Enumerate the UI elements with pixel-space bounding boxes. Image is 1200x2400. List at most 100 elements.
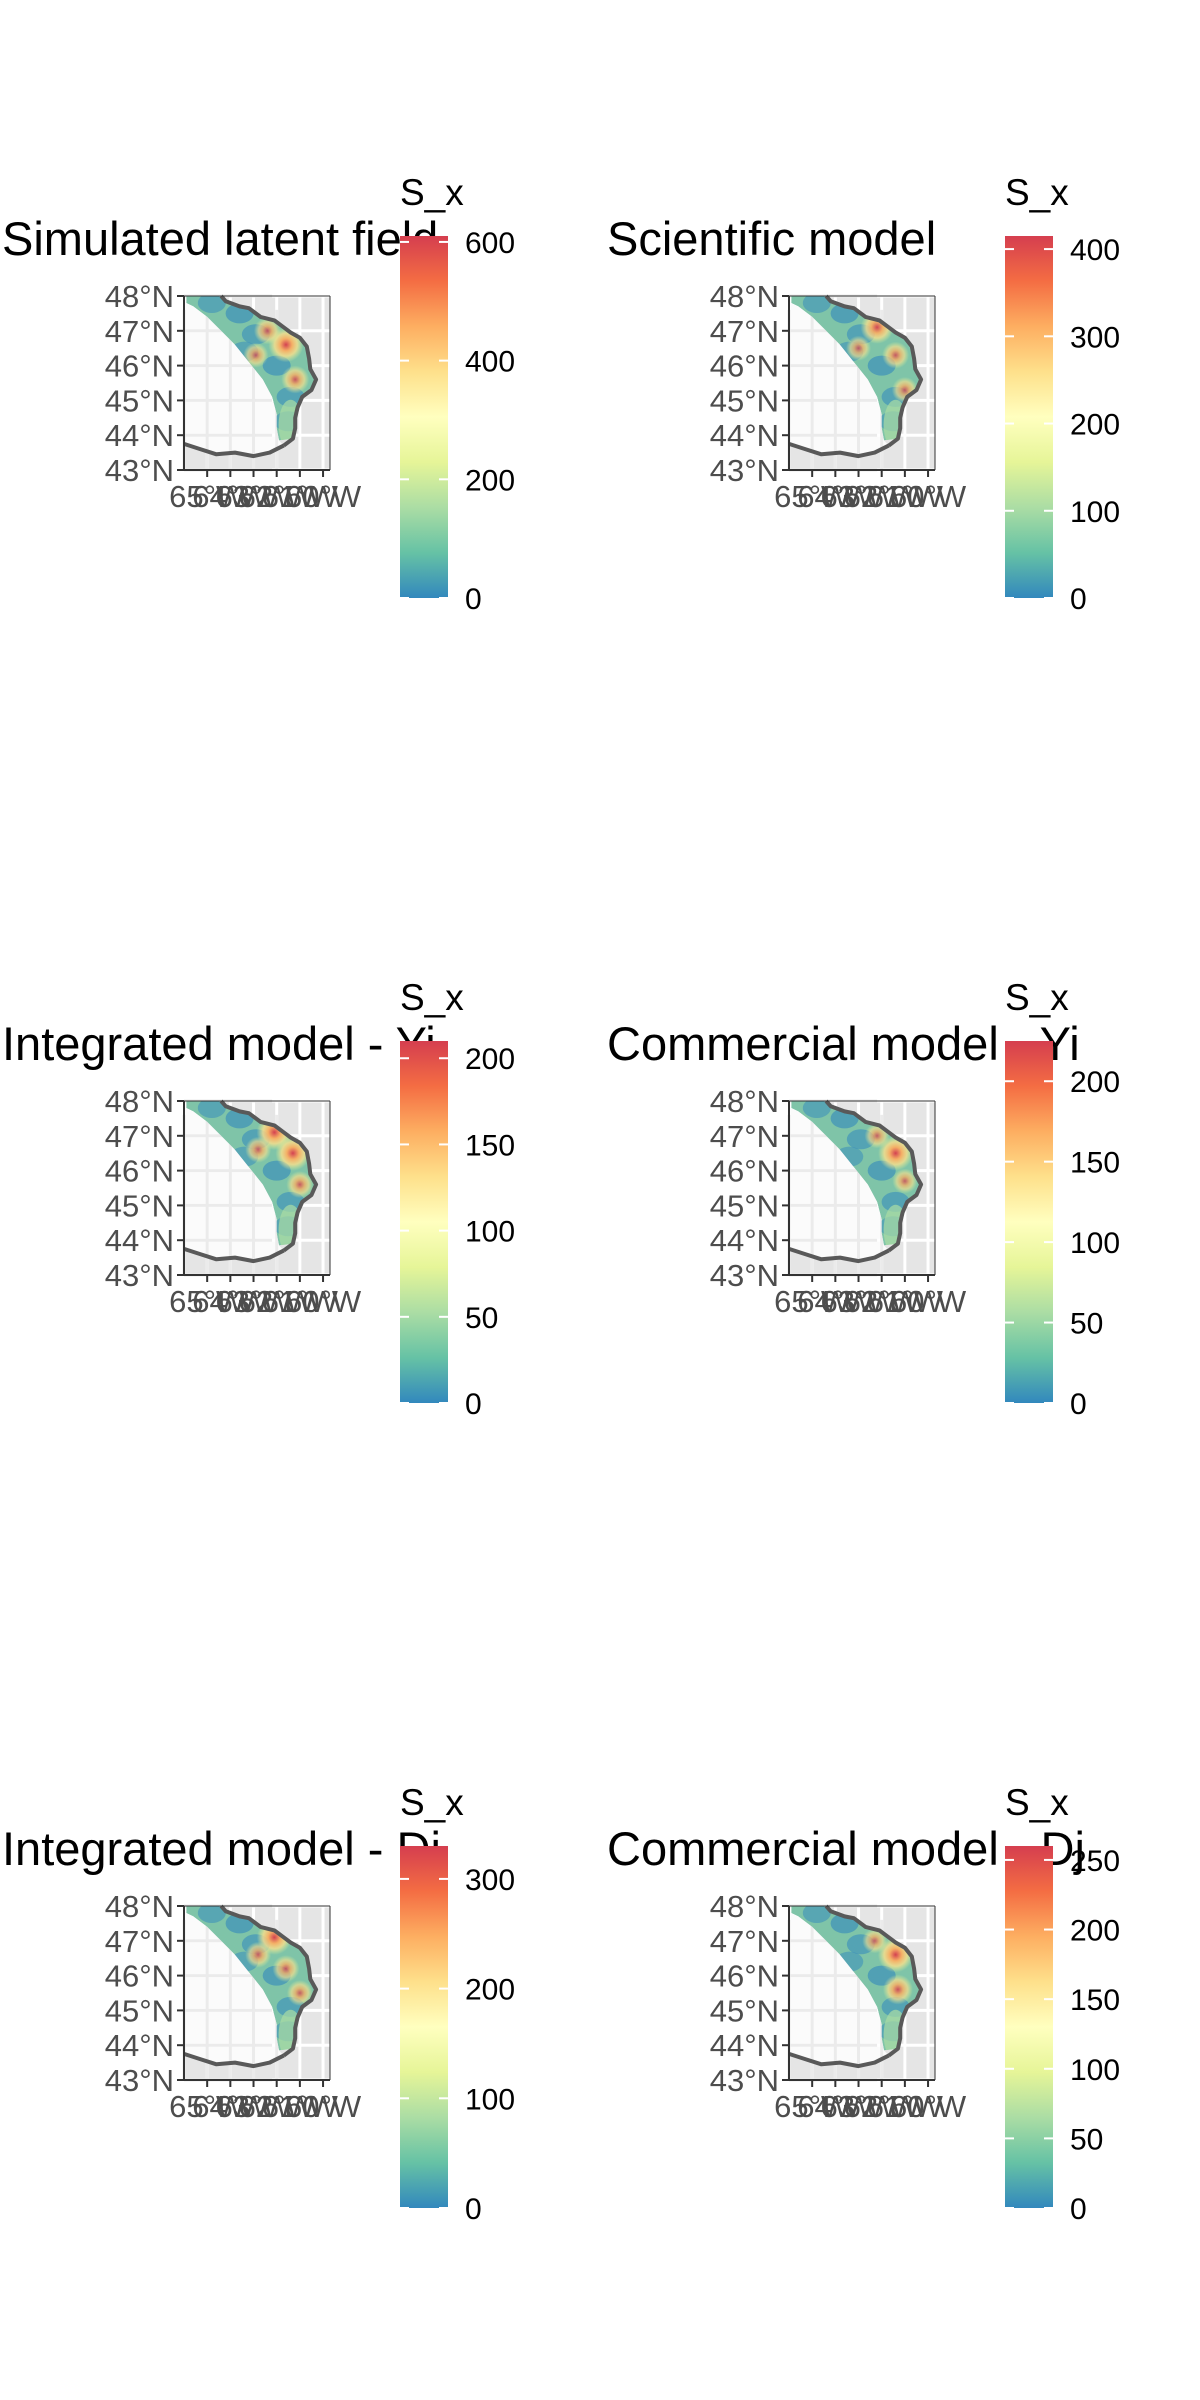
field-patch — [802, 1906, 831, 1923]
hotspot — [253, 317, 281, 345]
legend-tick-label: 50 — [1070, 1308, 1103, 1341]
legend-title: S_x — [1005, 172, 1069, 213]
x-tick-label: 64°W — [192, 1284, 269, 1319]
legend-tick-label: 50 — [1070, 2123, 1103, 2156]
x-tick-label: 64°W — [797, 2089, 874, 2124]
legend-tick-label: 0 — [1070, 2193, 1087, 2226]
y-tick-label: 43°N — [710, 1258, 779, 1293]
x-tick-label: 65°W — [169, 2089, 246, 2124]
x-tick-label: 61°W — [867, 1284, 944, 1319]
legend-tick-label: 400 — [465, 346, 515, 379]
legend-title: S_x — [400, 172, 464, 213]
legend-tick-label: 200 — [1070, 1066, 1120, 1099]
y-tick-label: 45°N — [105, 1993, 174, 2028]
x-tick-label: 63°W — [820, 479, 897, 514]
y-tick-label: 48°N — [710, 279, 779, 314]
x-tick-label: 62°W — [844, 1284, 921, 1319]
y-tick-label: 45°N — [710, 1993, 779, 2028]
x-tick-label: 65°W — [169, 1284, 246, 1319]
y-tick-label: 46°N — [710, 1154, 779, 1189]
sea-area — [184, 296, 284, 457]
legend-colorbar — [1005, 1041, 1053, 1403]
x-tick-label: 60°W — [285, 2089, 362, 2124]
hotspot — [245, 1136, 272, 1163]
hotspot — [243, 342, 269, 368]
legend-colorbar — [1005, 236, 1053, 598]
legend-tick-label: 100 — [1070, 496, 1120, 529]
y-tick-label: 46°N — [710, 1959, 779, 1994]
y-tick-label: 43°N — [105, 2063, 174, 2098]
coastline — [219, 294, 319, 448]
y-tick-label: 45°N — [710, 383, 779, 418]
coastline — [824, 1904, 924, 2058]
x-tick-label: 65°W — [774, 1284, 851, 1319]
map-panel-simulated: Simulated latent field 48°N47°N46°N45°N44… — [2, 172, 515, 616]
y-tick-label: 46°N — [105, 349, 174, 384]
y-tick-label: 45°N — [710, 1188, 779, 1223]
coastline — [788, 441, 890, 459]
panel-title: Integrated model - Dj — [2, 1822, 441, 1875]
hotspot — [281, 365, 310, 394]
x-tick-label: 61°W — [262, 2089, 339, 2124]
hotspot — [882, 1974, 913, 2005]
x-tick-label: 63°W — [820, 2089, 897, 2124]
x-tick-label: 63°W — [215, 2089, 292, 2124]
legend-tick-label: 200 — [1070, 1915, 1120, 1948]
hotspot — [892, 1168, 918, 1194]
latent-field — [791, 1906, 922, 2051]
latent-field — [791, 1101, 922, 1246]
legend-tick-label: 150 — [1070, 1984, 1120, 2017]
map-panel-integrated-dj: Integrated model - Dj 48°N47°N46°N45°N44°… — [2, 1782, 515, 2226]
x-tick-label: 62°W — [844, 2089, 921, 2124]
x-tick-label: 60°W — [890, 479, 967, 514]
y-tick-label: 47°N — [105, 314, 174, 349]
y-tick-label: 44°N — [105, 418, 174, 453]
x-tick-label: 61°W — [262, 1284, 339, 1319]
y-tick-label: 43°N — [710, 453, 779, 488]
coastline — [788, 2051, 890, 2069]
map-panel-commercial-yi: Commercial model - Yi 48°N47°N46°N45°N44°… — [607, 977, 1120, 1421]
y-tick-label: 46°N — [105, 1154, 174, 1189]
y-tick-label: 44°N — [710, 418, 779, 453]
coastline — [824, 294, 924, 448]
x-tick-label: 62°W — [239, 479, 316, 514]
y-tick-label: 44°N — [710, 1223, 779, 1258]
legend-tick-label: 100 — [1070, 1227, 1120, 1260]
x-tick-label: 63°W — [215, 479, 292, 514]
legend-tick-label: 300 — [1070, 321, 1120, 354]
x-tick-label: 65°W — [774, 2089, 851, 2124]
y-tick-label: 46°N — [105, 1959, 174, 1994]
y-tick-label: 45°N — [105, 1188, 174, 1223]
sea-area — [789, 296, 889, 457]
panel-title: Simulated latent field — [2, 212, 438, 265]
x-tick-label: 62°W — [239, 2089, 316, 2124]
panel-title: Integrated model - Yi — [2, 1017, 436, 1070]
y-tick-label: 43°N — [105, 453, 174, 488]
legend-tick-label: 200 — [1070, 409, 1120, 442]
hotspot — [272, 1955, 300, 1983]
legend-colorbar — [400, 236, 448, 598]
y-tick-label: 44°N — [105, 1223, 174, 1258]
y-tick-label: 46°N — [710, 349, 779, 384]
panel-title: Commercial model - Yi — [607, 1017, 1080, 1070]
legend-tick-label: 200 — [465, 464, 515, 497]
field-patch — [802, 296, 831, 313]
x-tick-label: 60°W — [890, 2089, 967, 2124]
y-tick-label: 44°N — [105, 2028, 174, 2063]
y-tick-label: 47°N — [710, 1924, 779, 1959]
coastline — [183, 1246, 285, 1264]
hotspot — [846, 335, 872, 361]
legend-tick-label: 600 — [465, 227, 515, 260]
x-tick-label: 65°W — [169, 479, 246, 514]
legend-tick-label: 150 — [1070, 1147, 1120, 1180]
x-tick-label: 64°W — [797, 1284, 874, 1319]
y-tick-label: 47°N — [105, 1924, 174, 1959]
panel-title: Scientific model — [607, 212, 936, 265]
legend-tick-label: 100 — [1070, 2054, 1120, 2087]
legend-tick-label: 0 — [465, 2193, 482, 2226]
y-tick-label: 43°N — [710, 2063, 779, 2098]
coastline — [183, 441, 285, 459]
map-panel-integrated-yi: Integrated model - Yi 48°N47°N46°N45°N44°… — [2, 977, 515, 1421]
x-tick-label: 65°W — [774, 479, 851, 514]
